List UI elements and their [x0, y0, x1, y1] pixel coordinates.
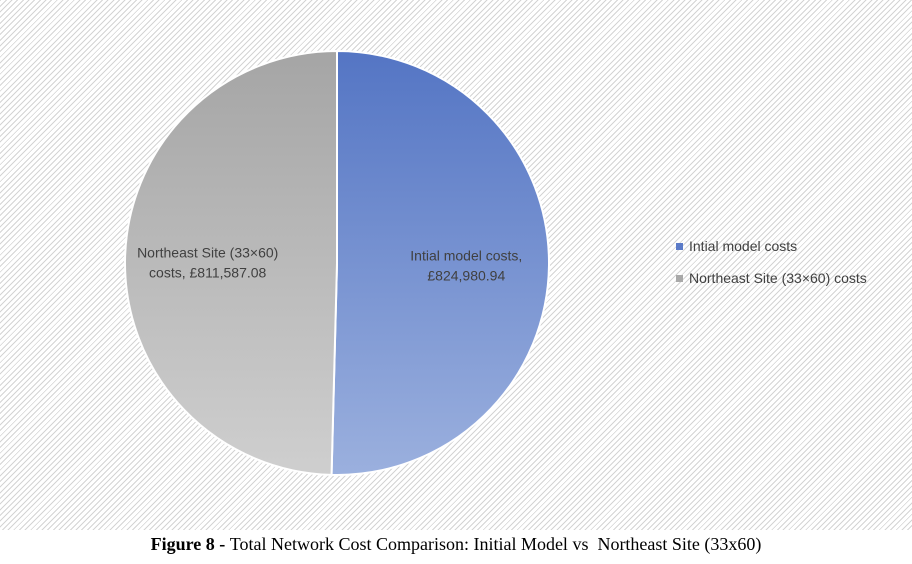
legend-item-northeast-site: Northeast Site (33×60) costs — [676, 268, 896, 288]
pie-label-initial-model-line-1: Intial model costs, — [410, 248, 522, 264]
pie-label-northeast-site: Northeast Site (33×60) costs, £811,587.08 — [137, 244, 278, 280]
legend-label-northeast-site: Northeast Site (33×60) costs — [689, 270, 867, 286]
pie-slice-northeast-site — [124, 49, 338, 476]
legend-swatch-northeast-site — [676, 274, 683, 282]
pie-labels: Intial model costs, £824,980.94 Northeast … — [137, 244, 522, 283]
figure-caption: Figure 8 - Total Network Cost Comparison… — [0, 534, 912, 555]
pie-chart: Intial model costs, £824,980.94 Northeast … — [124, 49, 550, 476]
legend: Intial model costs Northeast Site (33×60… — [676, 236, 896, 300]
pie-slice-initial-model — [330, 49, 550, 476]
legend-swatch-initial-model — [676, 242, 683, 250]
pie-label-initial-model-line-2: £824,980.94 — [427, 268, 505, 284]
pie-slices — [124, 49, 550, 476]
pie-label-northeast-site-line-1: Northeast Site (33×60) — [137, 244, 278, 260]
chart-area: Intial model costs, £824,980.94 Northeast … — [0, 0, 912, 530]
legend-item-initial-model: Intial model costs — [676, 236, 896, 256]
figure-caption-text: Total Network Cost Comparison: Initial M… — [229, 534, 762, 554]
pie-label-northeast-site-line-2: costs, £811,587.08 — [149, 264, 266, 280]
pie-label-initial-model: Intial model costs, £824,980.94 — [410, 248, 522, 284]
legend-label-initial-model: Intial model costs — [689, 238, 798, 254]
figure-caption-prefix: Figure 8 - — [150, 534, 230, 554]
